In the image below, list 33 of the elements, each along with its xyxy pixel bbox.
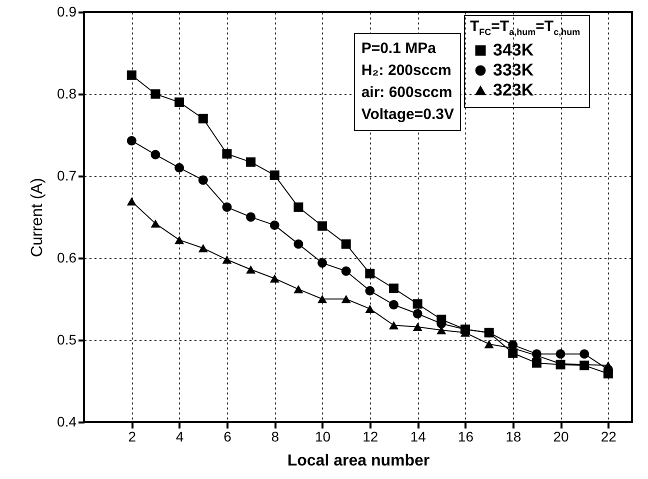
annotation: Voltage=0.3V <box>361 105 454 125</box>
point <box>318 258 328 268</box>
x-tick-label: 18 <box>506 428 522 444</box>
x-tick-label: 4 <box>176 428 184 444</box>
x-tick-label: 22 <box>600 428 617 444</box>
y-tick-label: 0.5 <box>57 332 77 348</box>
point <box>318 221 328 231</box>
x-tick-label: 8 <box>271 428 280 444</box>
x-tick-label: 2 <box>128 428 136 444</box>
x-tick-label: 16 <box>458 428 474 444</box>
x-tick-label: 10 <box>314 428 331 444</box>
annotation: P=0.1 MPa <box>361 39 437 59</box>
y-tick-label: 0.8 <box>57 86 77 102</box>
legend-label: 333K <box>493 60 534 80</box>
point <box>388 300 398 310</box>
legend-label: 343K <box>493 40 534 60</box>
y-tick-label: 0.7 <box>57 168 77 184</box>
point <box>388 321 398 330</box>
y-tick-label: 0.6 <box>57 250 77 266</box>
x-tick-label: 12 <box>362 428 378 444</box>
x-tick-label: 20 <box>553 428 570 444</box>
legend-label: 323K <box>493 80 534 100</box>
annotation: H₂: 200sccm <box>361 61 452 81</box>
x-tick-label: 14 <box>410 428 426 444</box>
y-tick-label: 0.9 <box>57 4 77 20</box>
legend-title: T$_{FC}$=T$_{a,hum}$=T$_{c,hum}$ <box>470 18 580 37</box>
annotation: air: 600sccm <box>361 83 454 103</box>
point <box>388 284 398 294</box>
x-axis-title: Local area number <box>287 452 430 470</box>
y-axis-title: Current (A) <box>29 178 46 258</box>
y-tick-label: 0.4 <box>57 414 77 430</box>
point <box>318 294 328 304</box>
x-tick-label: 6 <box>224 428 232 444</box>
